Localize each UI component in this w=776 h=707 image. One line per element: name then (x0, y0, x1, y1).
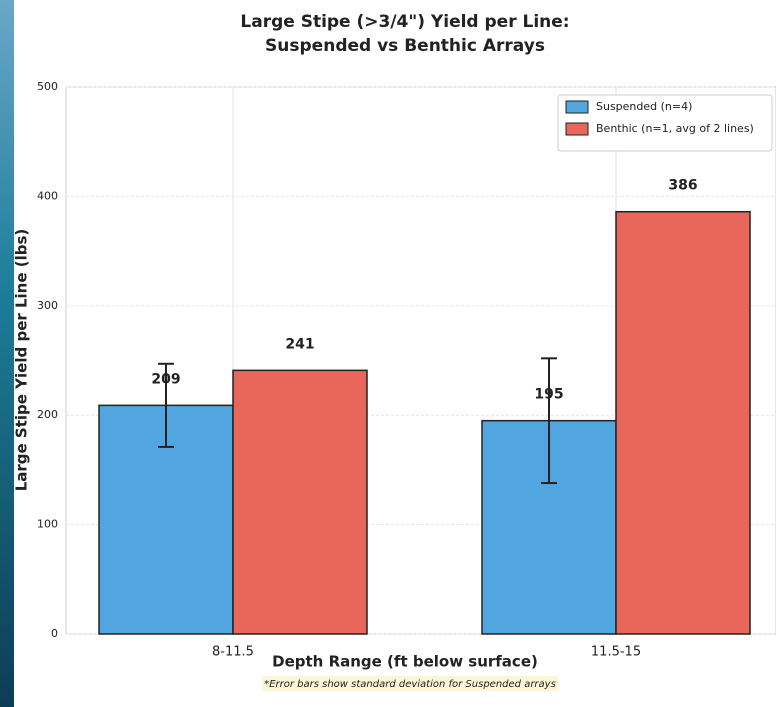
bar (615, 210, 751, 635)
footnote-box (262, 676, 558, 691)
y-tick-label: 400 (37, 189, 58, 202)
background-strip (0, 0, 14, 707)
footnote: *Error bars show standard deviation for … (264, 679, 556, 690)
chart-subtitle: Suspended vs Benthic Arrays (265, 36, 545, 56)
y-tick-label: 0 (51, 627, 58, 640)
chart-title: Large Stipe (>3/4") Yield per Line: (240, 12, 569, 32)
legend-label: Benthic (n=1, avg of 2 lines) (596, 122, 754, 135)
y-tick-label: 100 (37, 518, 58, 531)
y-tick-label: 200 (37, 408, 58, 421)
y-tick-label: 300 (37, 299, 58, 312)
x-tick-label: 8-11.5 (212, 645, 254, 660)
error-bar (541, 357, 557, 485)
x-axis-label: Depth Range (ft below surface) (272, 653, 538, 671)
value-label: 386 (668, 178, 697, 194)
y-tick-label: 500 (37, 80, 58, 93)
x-tick-label: 11.5-15 (591, 645, 641, 660)
y-axis-label: Large Stipe Yield per Line (lbs) (13, 229, 31, 492)
bar (232, 369, 368, 635)
legend-label: Suspended (n=4) (596, 100, 692, 113)
error-bar (158, 362, 174, 448)
legend-box (557, 94, 773, 152)
legend-swatch (565, 122, 589, 136)
value-label: 241 (285, 336, 314, 352)
legend-swatch (565, 100, 589, 114)
